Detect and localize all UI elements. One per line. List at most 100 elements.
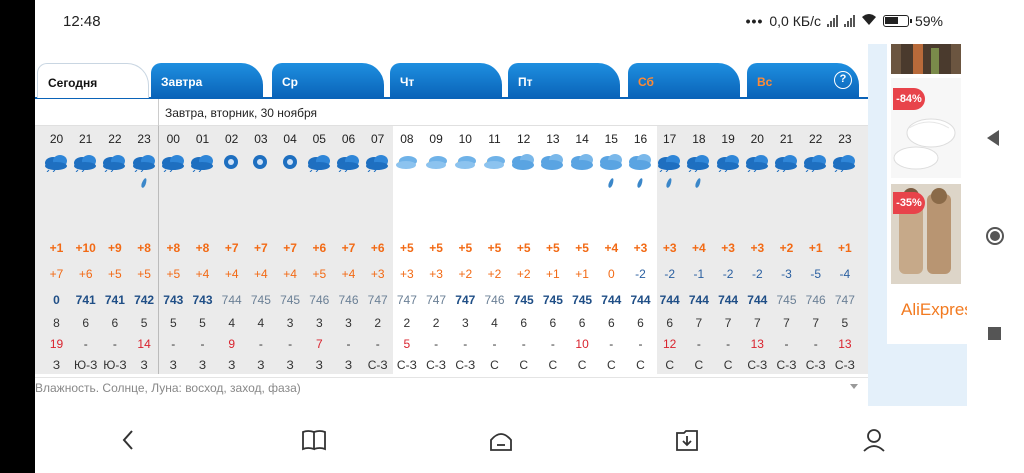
feels-like-row: +7 +6 +5 +5 +5 +4 +4 +4 +4 +5 +4 +3 +3 +3 +2 +2 +2 +1 +1 0 -…	[35, 261, 868, 287]
pressure-cell: 744	[630, 293, 651, 307]
pressure-cell: 744	[747, 293, 768, 307]
temperature-cell: +7	[283, 241, 297, 255]
ad-image-parka[interactable]: -35%	[891, 184, 961, 284]
temperature-cell: +1	[49, 241, 64, 255]
system-home-icon[interactable]	[986, 227, 1004, 245]
precip-dash: -	[200, 337, 205, 351]
feels-like-cell: -3	[781, 267, 792, 281]
temperature-cell: +3	[633, 241, 648, 255]
wind-speed-cell: 8	[53, 316, 60, 330]
forecast-widget: Сегодня Завтра Ср Чт Пт Сб Вс? Завтра, вторник…	[35, 44, 868, 406]
tab-label: Пт	[518, 75, 533, 89]
feels-like-cell: -5	[810, 267, 822, 281]
precip-cell: 10	[575, 337, 589, 351]
wind-direction-cell: С	[636, 358, 645, 372]
wind-direction-cell: С	[694, 358, 704, 372]
temperature-cell: +5	[487, 241, 502, 255]
system-back-icon[interactable]	[987, 130, 999, 146]
hour-cell: 17	[663, 132, 677, 146]
wind-speed-cell: 4	[228, 316, 236, 330]
temperature-cell: +7	[341, 241, 356, 255]
feels-like-cell: +2	[458, 267, 473, 281]
ad-image-coat[interactable]	[891, 44, 961, 74]
date-header: Завтра, вторник, 30 ноября	[35, 99, 868, 126]
wind-speed-cell: 5	[169, 316, 177, 330]
tab-2[interactable]: Ср	[272, 63, 384, 98]
precip-dash: -	[521, 337, 526, 351]
hour-cell: 07	[371, 132, 385, 146]
feels-like-cell: -4	[839, 267, 851, 281]
wind-direction-cell: С-З	[747, 358, 768, 372]
date-separator	[158, 99, 159, 126]
pressure-cell: 745	[250, 293, 271, 307]
bookmarks-icon[interactable]	[300, 426, 328, 454]
profile-icon[interactable]	[860, 426, 888, 454]
precip-dash: -	[288, 337, 293, 351]
temperature-cell: +6	[312, 241, 327, 255]
raindrop-icon	[665, 177, 673, 189]
tab-5[interactable]: Сб	[628, 63, 740, 98]
wind-speed-cell: 6	[637, 316, 644, 330]
cloud-rain-icon	[685, 152, 711, 178]
temperature-cell: +8	[195, 241, 210, 255]
temperature-cell: +5	[400, 241, 414, 255]
pressure-cell: 746	[805, 293, 826, 307]
ad-image-sneakers[interactable]: -84%	[891, 78, 961, 178]
cloud-rain-icon	[189, 152, 215, 178]
ad-column[interactable]: -84% -35% AliExpress	[887, 44, 967, 344]
downloads-icon[interactable]	[673, 426, 701, 454]
day-tabs: Сегодня Завтра Ср Чт Пт Сб Вс?	[35, 44, 868, 98]
wind-speed-cell: 7	[783, 316, 790, 330]
feels-like-cell: -2	[635, 267, 646, 281]
temperature-cell: +5	[429, 241, 443, 255]
day-separator	[158, 126, 159, 374]
cloudy-icon	[569, 152, 595, 178]
tab-3[interactable]: Чт	[390, 63, 502, 98]
wind-direction-cell: С-З	[834, 358, 855, 372]
tab-label: Завтра	[161, 75, 203, 89]
system-recents-icon[interactable]	[988, 327, 1001, 340]
precip-cell: 19	[49, 337, 64, 351]
cloud-rain-icon	[160, 152, 186, 178]
pressure-cell: 743	[192, 293, 213, 307]
hour-cell: 08	[400, 132, 414, 146]
tab-0[interactable]: Сегодня	[37, 63, 149, 98]
wind-speed-cell: 5	[841, 316, 849, 330]
feels-like-cell: +6	[78, 267, 93, 281]
feels-like-cell: +7	[49, 267, 64, 281]
pressure-cell: 744	[688, 293, 709, 307]
precip-dash: -	[171, 337, 176, 351]
hour-cell: 14	[575, 132, 589, 146]
wind-speed-cell: 2	[432, 316, 440, 330]
wind-direction-cell: З	[52, 358, 61, 372]
pressure-cell: 745	[542, 293, 563, 307]
temperature-cell: +10	[75, 241, 96, 255]
feels-like-cell: +5	[166, 267, 181, 281]
cloud-rain-icon	[715, 152, 741, 178]
temperature-cell: +1	[838, 241, 852, 255]
pressure-cell: 744	[221, 293, 242, 307]
pressure-cell: 745	[572, 293, 593, 307]
cloud-rain-icon	[335, 152, 361, 178]
feels-like-cell: 0	[607, 267, 615, 281]
wind-speed-cell: 3	[461, 316, 469, 330]
hour-cell: 00	[166, 132, 180, 146]
feels-like-cell: +4	[224, 267, 239, 281]
precip-cell: 12	[663, 337, 677, 351]
help-button[interactable]: ?	[834, 71, 852, 89]
wind-speed-cell: 6	[82, 316, 90, 330]
hour-cell: 22	[108, 132, 122, 146]
temperature-cell: +2	[779, 241, 794, 255]
params-select[interactable]: Влажность. Солнце, Луна: восход, заход, …	[35, 377, 868, 399]
tab-4[interactable]: Пт	[508, 63, 620, 98]
pressure-cell: 747	[396, 293, 417, 307]
back-icon[interactable]	[115, 426, 143, 454]
home-icon[interactable]	[487, 426, 515, 454]
hour-cell: 02	[225, 132, 239, 146]
tab-1[interactable]: Завтра	[151, 63, 263, 98]
tab-label: Сегодня	[48, 76, 98, 90]
wind-speed-cell: 3	[315, 316, 323, 330]
weather-icons-row	[35, 152, 868, 198]
clock: 12:48	[63, 13, 101, 30]
wind-direction-cell: С	[723, 358, 733, 372]
